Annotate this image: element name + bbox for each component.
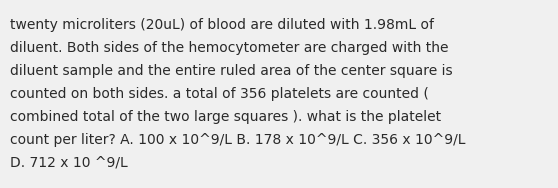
Text: diluent sample and the entire ruled area of the center square is: diluent sample and the entire ruled area… <box>10 64 453 78</box>
Text: combined total of the two large squares ). what is the platelet: combined total of the two large squares … <box>10 110 441 124</box>
Text: twenty microliters (20uL) of blood are diluted with 1.98mL of: twenty microliters (20uL) of blood are d… <box>10 18 434 32</box>
Text: count per liter? A. 100 x 10^9/L B. 178 x 10^9/L C. 356 x 10^9/L: count per liter? A. 100 x 10^9/L B. 178 … <box>10 133 465 147</box>
Text: counted on both sides. a total of 356 platelets are counted (: counted on both sides. a total of 356 pl… <box>10 87 429 101</box>
Text: diluent. Both sides of the hemocytometer are charged with the: diluent. Both sides of the hemocytometer… <box>10 41 449 55</box>
Text: D. 712 x 10 ^9/L: D. 712 x 10 ^9/L <box>10 156 128 170</box>
